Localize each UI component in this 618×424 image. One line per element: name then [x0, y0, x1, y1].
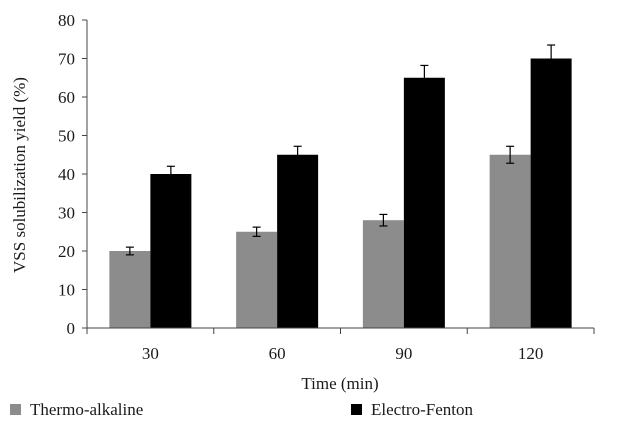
legend-swatch	[10, 404, 21, 415]
error-bar	[547, 44, 556, 73]
x-tick-label: 30	[142, 344, 159, 363]
x-axis-ticks: 30 60 90 120	[86, 328, 595, 363]
y-tick-label: 40	[58, 165, 75, 184]
x-tick-label: 60	[269, 344, 286, 363]
bar-thermo-alkaline-60	[236, 231, 278, 328]
y-axis-title: VSS solubilization yield (%)	[10, 77, 29, 273]
error-bar	[166, 165, 175, 183]
y-axis-ticks: 0 10 20 30 40 50 60 70 80	[58, 11, 87, 338]
x-tick-label: 120	[518, 344, 544, 363]
y-tick-label: 80	[58, 11, 75, 30]
y-tick-label: 30	[58, 204, 75, 223]
y-tick-label: 60	[58, 88, 75, 107]
bar-electro-fenton-120	[530, 58, 572, 328]
bar-thermo-alkaline-120	[489, 154, 531, 328]
legend-label: Thermo-alkaline	[30, 400, 143, 419]
error-bar	[252, 226, 261, 237]
legend-item-thermo-alkaline: Thermo-alkaline	[10, 400, 143, 419]
legend-label: Electro-Fenton	[371, 400, 473, 419]
y-tick-label: 50	[58, 127, 75, 146]
x-tick-label: 90	[395, 344, 412, 363]
error-bar	[506, 145, 515, 164]
bar-thermo-alkaline-30	[109, 251, 151, 328]
bar-electro-fenton-30	[150, 174, 192, 328]
error-bars	[125, 44, 556, 256]
error-bar	[379, 213, 388, 227]
error-bar	[420, 64, 429, 91]
bar-series	[109, 58, 572, 328]
x-axis-title: Time (min)	[301, 374, 378, 393]
legend: Thermo-alkaline Electro-Fenton	[10, 400, 473, 419]
y-tick-label: 0	[67, 319, 76, 338]
bar-electro-fenton-60	[277, 154, 319, 328]
bar-electro-fenton-90	[403, 77, 445, 328]
y-tick-label: 10	[58, 281, 75, 300]
bar-thermo-alkaline-90	[362, 220, 404, 328]
error-bar	[293, 145, 302, 164]
error-bar	[125, 246, 134, 256]
y-tick-label: 20	[58, 242, 75, 261]
legend-item-electro-fenton: Electro-Fenton	[351, 400, 473, 419]
legend-swatch	[351, 404, 362, 415]
y-tick-label: 70	[58, 50, 75, 69]
